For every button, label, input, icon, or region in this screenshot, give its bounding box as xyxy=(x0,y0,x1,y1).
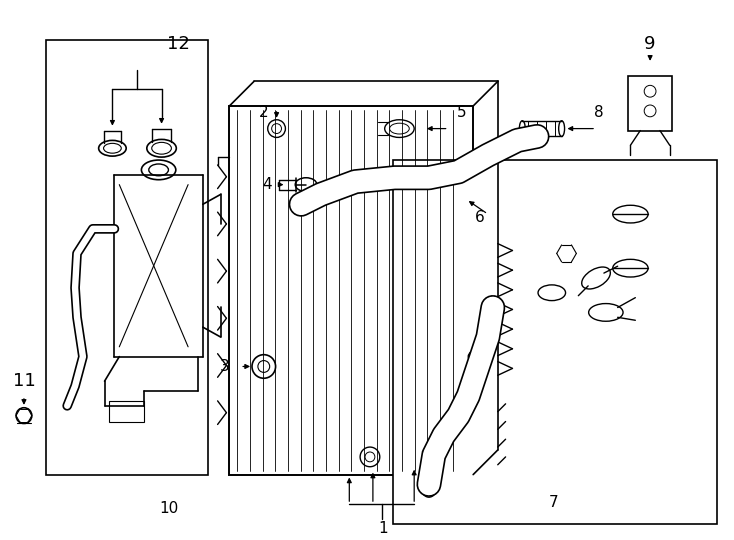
Ellipse shape xyxy=(103,143,121,153)
Ellipse shape xyxy=(589,303,623,321)
Circle shape xyxy=(360,447,379,467)
Text: 2: 2 xyxy=(259,105,269,120)
Text: 8: 8 xyxy=(594,105,604,120)
Text: 3: 3 xyxy=(219,359,229,374)
Text: 5: 5 xyxy=(457,105,466,120)
Ellipse shape xyxy=(582,267,611,289)
Ellipse shape xyxy=(149,164,168,176)
Text: 11: 11 xyxy=(12,372,35,390)
Bar xyxy=(628,77,672,131)
Bar xyxy=(230,106,473,475)
Circle shape xyxy=(16,408,32,423)
Text: 12: 12 xyxy=(167,35,189,53)
Circle shape xyxy=(272,124,281,133)
Bar xyxy=(109,401,144,422)
Circle shape xyxy=(258,361,269,373)
Ellipse shape xyxy=(538,285,566,301)
Ellipse shape xyxy=(559,121,564,137)
Circle shape xyxy=(644,105,656,117)
Text: 7: 7 xyxy=(549,495,559,510)
Ellipse shape xyxy=(420,471,437,497)
Ellipse shape xyxy=(613,205,648,223)
Bar xyxy=(393,160,717,524)
Bar xyxy=(46,40,208,475)
Ellipse shape xyxy=(152,143,172,154)
Ellipse shape xyxy=(407,449,422,461)
Ellipse shape xyxy=(520,121,526,137)
Circle shape xyxy=(252,355,275,378)
Circle shape xyxy=(365,452,375,462)
Circle shape xyxy=(268,120,286,138)
Ellipse shape xyxy=(295,178,317,192)
Circle shape xyxy=(644,85,656,97)
Ellipse shape xyxy=(390,123,410,134)
Ellipse shape xyxy=(98,140,126,156)
Text: 6: 6 xyxy=(475,210,485,225)
Ellipse shape xyxy=(142,160,176,180)
Text: 1: 1 xyxy=(378,521,388,536)
Ellipse shape xyxy=(385,120,414,138)
Ellipse shape xyxy=(147,139,176,157)
Ellipse shape xyxy=(613,259,648,277)
Text: 4: 4 xyxy=(262,177,272,192)
Ellipse shape xyxy=(468,350,488,363)
Text: 10: 10 xyxy=(159,502,178,516)
Text: 9: 9 xyxy=(644,35,656,53)
